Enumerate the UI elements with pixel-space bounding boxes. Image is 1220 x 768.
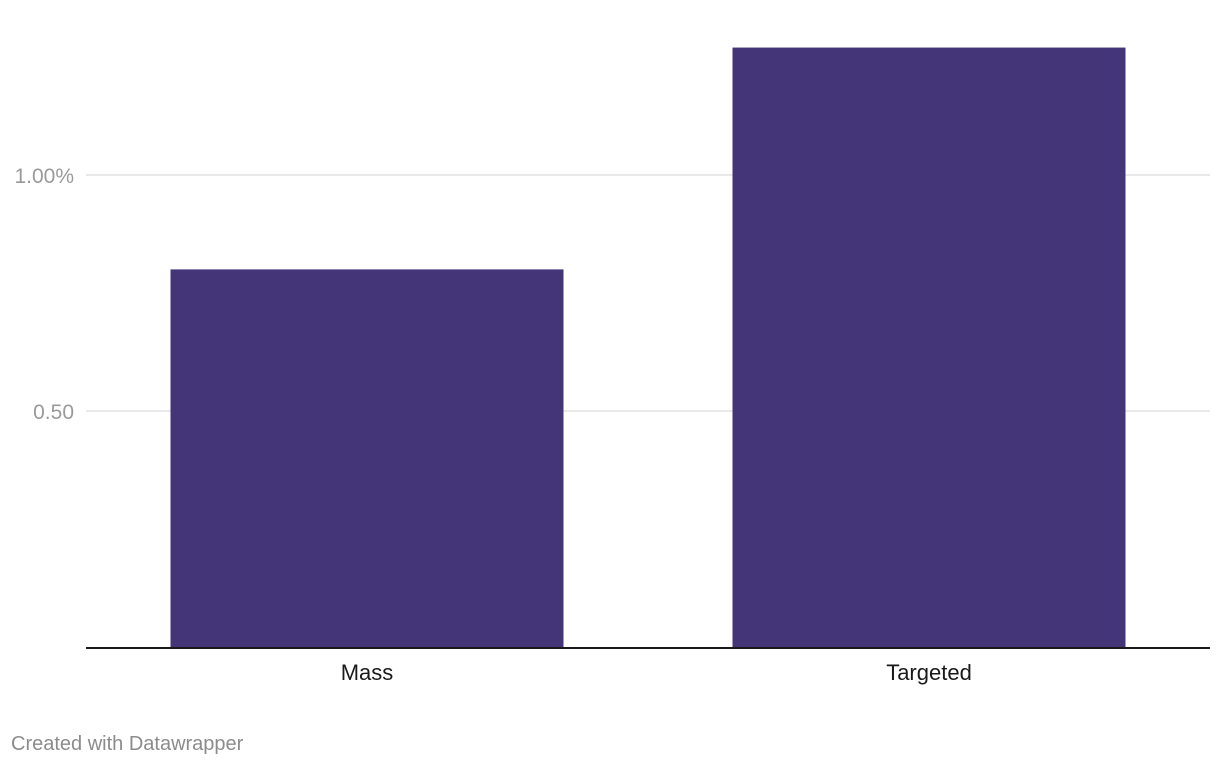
bar-mass (170, 269, 564, 647)
y-tick-label-0: 0.50 (33, 401, 74, 424)
y-tick-label-1: 1.00% (14, 165, 74, 188)
category-label-mass: Mass (341, 660, 394, 685)
datawrapper-credit: Created with Datawrapper (11, 733, 244, 755)
category-label-targeted: Targeted (886, 660, 972, 685)
x-axis-category-labels: Mass Targeted (341, 660, 972, 685)
bars (170, 47, 1126, 648)
y-axis-tick-labels: 0.50 1.00% (14, 165, 74, 424)
bar-targeted (732, 47, 1126, 648)
